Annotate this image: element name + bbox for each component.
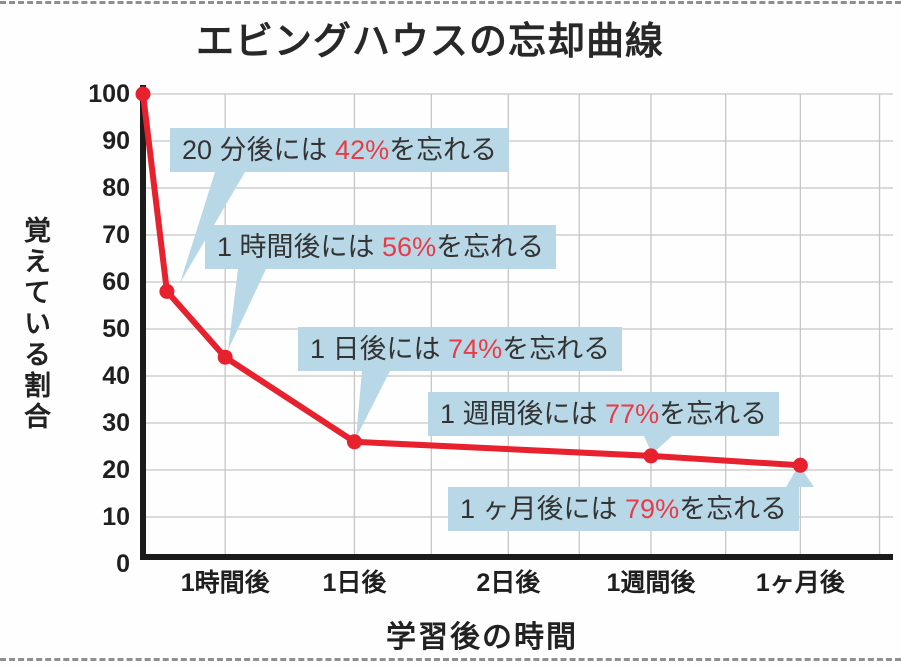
x-tick-label: 2日後 xyxy=(476,569,541,597)
y-axis-line xyxy=(140,85,146,560)
y-tick-label: 50 xyxy=(102,315,130,343)
callout-text: を忘れる xyxy=(502,334,611,364)
y-tick-label: 70 xyxy=(102,221,130,249)
callout-pointer xyxy=(356,371,390,438)
forgetting-curve xyxy=(140,91,804,469)
callout-20min: 20 分後には 42%を忘れる xyxy=(170,128,510,172)
bottom-dashed-divider xyxy=(0,658,901,661)
callout-text: 1 時間後には xyxy=(217,232,383,262)
callout-text: を忘れる xyxy=(389,135,498,165)
callout-text: 20 分後には xyxy=(182,135,336,165)
callout-1week: 1 週間後には 77%を忘れる xyxy=(428,392,780,436)
y-tick-label: 100 xyxy=(88,80,130,108)
callout-percent: 56% xyxy=(382,232,437,262)
data-point xyxy=(643,448,659,464)
y-tick-label: 60 xyxy=(102,268,130,296)
y-tick-label: 30 xyxy=(102,409,130,437)
callout-percent: 42% xyxy=(335,135,390,165)
callout-pointer xyxy=(228,269,266,350)
callout-1hour: 1 時間後には 56%を忘れる xyxy=(205,225,557,269)
x-tick-label: 1ヶ月後 xyxy=(755,569,845,597)
callout-percent: 79% xyxy=(625,494,680,524)
data-point xyxy=(135,86,151,102)
callout-1day: 1 日後には 74%を忘れる xyxy=(298,327,623,371)
y-tick-label: 80 xyxy=(102,174,130,202)
data-point xyxy=(346,434,362,450)
callout-text: 1 週間後には xyxy=(440,399,606,429)
chart-title: エビングハウスの忘却曲線 xyxy=(195,21,665,63)
x-tick-label: 1日後 xyxy=(322,569,387,597)
callout-text: 1 日後には xyxy=(310,334,449,364)
callout-text: を忘れる xyxy=(659,399,768,429)
callout-percent: 74% xyxy=(448,334,503,364)
x-tick-label: 1時間後 xyxy=(180,569,270,597)
x-tick-label: 1週間後 xyxy=(606,569,696,597)
x-axis-line xyxy=(140,554,893,560)
callout-text: を忘れる xyxy=(436,232,545,262)
data-point xyxy=(217,349,233,365)
y-tick-label: 0 xyxy=(116,550,130,578)
callout-text: を忘れる xyxy=(679,494,788,524)
y-tick-label: 40 xyxy=(102,362,130,390)
y-tick-label: 20 xyxy=(102,456,130,484)
x-axis-title: 学習後の時間 xyxy=(386,621,578,654)
top-dashed-divider xyxy=(0,1,901,4)
callout-percent: 77% xyxy=(605,399,660,429)
callout-text: 1 ヶ月後には xyxy=(460,494,626,524)
callout-1month: 1 ヶ月後には 79%を忘れる xyxy=(448,487,800,531)
y-axis-title: 覚えている割合 xyxy=(20,216,50,433)
callout-pointer xyxy=(786,465,814,487)
data-point xyxy=(792,457,808,473)
data-point xyxy=(159,283,175,299)
y-tick-label: 10 xyxy=(102,503,130,531)
y-tick-label: 90 xyxy=(102,127,130,155)
